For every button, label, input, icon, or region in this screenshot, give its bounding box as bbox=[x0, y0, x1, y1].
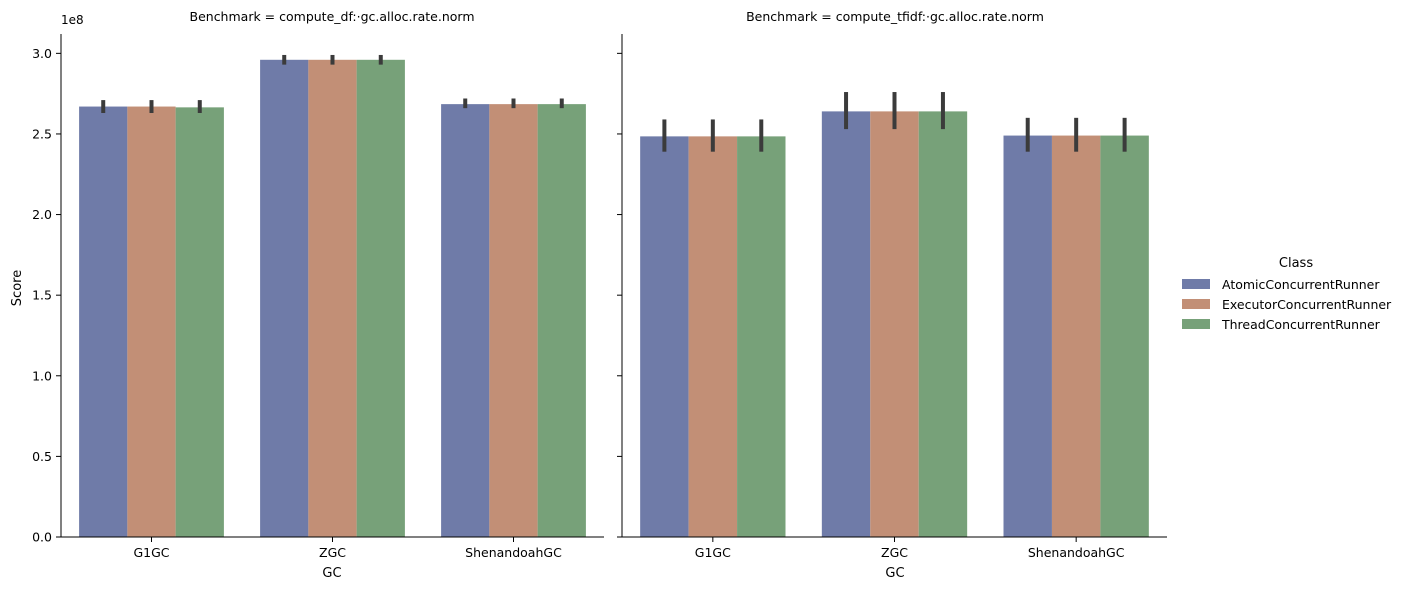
bar bbox=[260, 59, 309, 538]
y-axis-label: Score bbox=[10, 270, 25, 306]
x-tick-label: G1GC bbox=[695, 545, 731, 560]
y-offset-label: 1e8 bbox=[61, 13, 84, 27]
bar bbox=[918, 111, 968, 537]
bar bbox=[175, 107, 224, 538]
bar bbox=[821, 111, 871, 537]
bar bbox=[870, 111, 919, 537]
x-tick-label: ZGC bbox=[881, 545, 908, 560]
y-tick-label: 0.0 bbox=[32, 530, 52, 545]
bar bbox=[489, 104, 538, 537]
bar bbox=[356, 59, 405, 538]
bar bbox=[640, 136, 689, 537]
legend-entry: ThreadConcurrentRunner bbox=[1221, 317, 1381, 332]
bar bbox=[1051, 135, 1101, 537]
legend-entry: AtomicConcurrentRunner bbox=[1222, 277, 1380, 292]
bar bbox=[1100, 135, 1149, 537]
bar bbox=[308, 59, 357, 538]
legend-swatch bbox=[1182, 279, 1210, 289]
panel-title: Benchmark = compute_tfidf:·gc.alloc.rate… bbox=[746, 9, 1044, 24]
legend-swatch bbox=[1182, 319, 1210, 329]
y-tick-label: 2.5 bbox=[32, 126, 52, 141]
y-tick-label: 1.0 bbox=[32, 368, 52, 383]
x-tick-label: ZGC bbox=[319, 545, 346, 560]
y-tick-label: 3.0 bbox=[32, 46, 52, 61]
x-tick-label: ShenandoahGC bbox=[1028, 545, 1125, 560]
legend-title: Class bbox=[1279, 256, 1313, 271]
panel-title: Benchmark = compute_df:·gc.alloc.rate.no… bbox=[190, 9, 475, 24]
bar bbox=[441, 104, 490, 537]
panel-compute-df: Benchmark = compute_df:·gc.alloc.rate.no… bbox=[32, 9, 604, 581]
bar bbox=[127, 106, 176, 537]
bar bbox=[688, 136, 738, 537]
bar bbox=[537, 104, 586, 537]
bar bbox=[79, 106, 128, 537]
bar bbox=[737, 136, 786, 537]
legend-swatch bbox=[1182, 299, 1210, 309]
y-tick-label: 0.5 bbox=[32, 449, 52, 464]
panel-compute-tfidf: Benchmark = compute_tfidf:·gc.alloc.rate… bbox=[617, 9, 1167, 581]
bar bbox=[1003, 135, 1052, 537]
x-tick-label: ShenandoahGC bbox=[465, 545, 562, 560]
legend-entry: ExecutorConcurrentRunner bbox=[1222, 297, 1392, 312]
y-tick-label: 2.0 bbox=[32, 207, 52, 222]
x-axis-label: GC bbox=[322, 566, 341, 581]
legend: Class AtomicConcurrentRunner ExecutorConc… bbox=[1182, 256, 1392, 332]
x-axis-label: GC bbox=[885, 566, 904, 581]
y-tick-label: 1.5 bbox=[32, 288, 52, 303]
x-tick-label: G1GC bbox=[133, 545, 169, 560]
